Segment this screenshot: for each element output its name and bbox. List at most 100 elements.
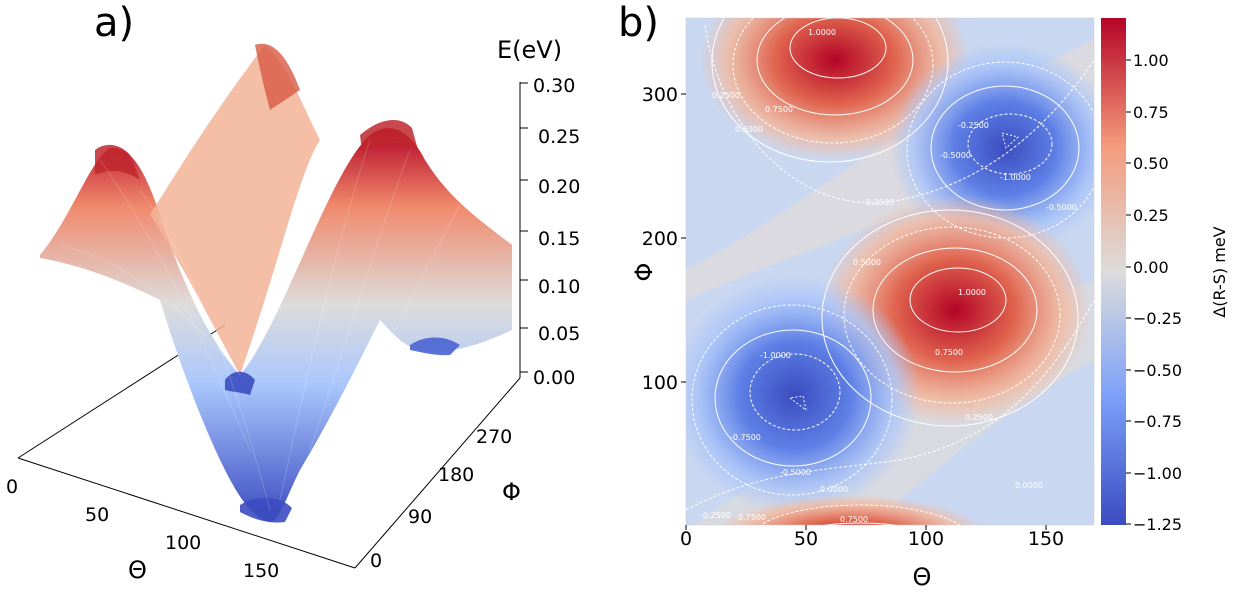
- contour-line: [714, 329, 872, 467]
- colorbar-tick-label: 0.00: [1133, 258, 1169, 277]
- surface-left-peak: [95, 144, 140, 180]
- z-tick-label: 0.30: [533, 75, 575, 97]
- colorbar-tick: 0.50: [1126, 154, 1169, 173]
- contour-label: 0.0000: [820, 485, 848, 494]
- contour-label: -0.7500: [730, 433, 761, 442]
- x-tick-label: 0: [680, 528, 692, 550]
- z-tick-label: 0.05: [538, 323, 580, 345]
- contour-line: [691, 304, 893, 496]
- y-axis-ticks: 100 200 300: [642, 84, 686, 394]
- colorbar-tick-label: −1.25: [1133, 515, 1182, 534]
- contour-line: [704, 24, 1094, 204]
- colorbar-tick-label: 0.25: [1133, 206, 1169, 225]
- contour-line: [732, 18, 934, 144]
- y-tick: 300: [642, 84, 686, 106]
- heatmap: 1.0000 0.7500 0.5000 0.2500 -0.2500 -1.0…: [686, 18, 1094, 525]
- contour-line: [822, 522, 898, 525]
- colorbar-tick: 0.25: [1126, 206, 1169, 225]
- x-tick: 0: [680, 525, 692, 550]
- theta-axis-ticks: 0 50 100 150: [6, 476, 279, 582]
- contour-line: [967, 113, 1053, 175]
- contour-line: [1001, 132, 1020, 149]
- z-tick-label: 0.00: [533, 367, 575, 389]
- surface-front-valley: [240, 497, 292, 523]
- theta-tick-label: 150: [243, 560, 279, 582]
- phi-tick-label: 270: [476, 426, 512, 448]
- panel-a: a) 0.30 0.2: [6, 0, 580, 584]
- contour-label: 0.0000: [1015, 481, 1043, 490]
- surface-mesh: [59, 139, 461, 511]
- colorbar-tick: −0.50: [1126, 361, 1182, 380]
- colorbar-tick: −0.75: [1126, 412, 1182, 431]
- contour-line: [756, 18, 914, 116]
- theta-tick-label: 100: [165, 532, 201, 554]
- contour-labels: 1.0000 0.7500 0.5000 0.2500 -0.2500 -1.0…: [700, 28, 1077, 524]
- x-tick: 150: [1028, 525, 1064, 550]
- contour-label: 0.7500: [935, 348, 963, 357]
- theta-tick-label: 0: [6, 476, 18, 498]
- x-tick-label: 100: [908, 528, 944, 550]
- heatmap-max: [718, 495, 982, 525]
- contour-label: -0.2500: [958, 121, 989, 130]
- contour-label: -0.2500: [700, 511, 731, 520]
- colorbar-tick: −1.00: [1126, 464, 1182, 483]
- heatmap-min: [686, 275, 920, 515]
- contour-line: [711, 18, 949, 163]
- contour-label: 0.7500: [840, 515, 868, 524]
- y-tick-label: 300: [642, 84, 678, 106]
- panel-b: b): [618, 0, 1229, 591]
- plot-frame: [685, 17, 1095, 526]
- contour-lines: [686, 18, 1094, 525]
- surface-right-valley: [410, 337, 460, 356]
- x-axis-label: Θ: [913, 563, 932, 591]
- z-tick: 0.20: [520, 176, 580, 198]
- surface-inner-valley: [225, 371, 255, 395]
- z-tick: 0.00: [520, 367, 575, 389]
- x-tick-label: 50: [794, 528, 818, 550]
- contour-line: [789, 18, 887, 79]
- y-tick-label: 200: [642, 228, 678, 250]
- colorbar-bar: [1101, 18, 1126, 525]
- contour-label: 0.7500: [765, 105, 793, 114]
- contour-label: 0.5000: [735, 125, 763, 134]
- panel-b-label: b): [618, 0, 659, 46]
- colorbar-tick-label: −0.25: [1133, 309, 1182, 328]
- contour-label: 0.7500: [738, 513, 766, 522]
- z-tick: 0.15: [520, 228, 580, 250]
- phi-axis-ticks: 0 90 180 270: [370, 426, 512, 572]
- z-tick-label: 0.15: [538, 228, 580, 250]
- phi-tick-label: 0: [370, 550, 382, 572]
- x-axis-ticks: 0 50 100 150: [680, 525, 1064, 550]
- contour-label: 0.2500: [712, 91, 740, 100]
- y-tick: 200: [642, 228, 686, 250]
- phi-axis-label: Φ: [502, 478, 521, 506]
- z-axis-ticks: 0.30 0.25 0.20 0.15 0.10 0.05 0.00: [520, 75, 580, 389]
- contour-label: -0.5000: [780, 468, 811, 477]
- x-tick: 50: [794, 525, 818, 550]
- theta-tick-label: 50: [85, 504, 109, 526]
- surface-back-peak: [255, 43, 300, 110]
- contour-line: [872, 247, 1038, 373]
- contour-line: [843, 226, 1061, 404]
- colorbar-tick-label: 0.50: [1133, 154, 1169, 173]
- colorbar: 1.00 0.75 0.50 0.25 0.00 −0.25 −0.50 −0.…: [1101, 18, 1229, 534]
- panel-a-label: a): [94, 0, 134, 46]
- contour-label: 1.0000: [808, 28, 836, 37]
- colorbar-tick: −0.25: [1126, 309, 1182, 328]
- colorbar-tick-label: −1.00: [1133, 464, 1182, 483]
- z-tick: 0.10: [520, 276, 580, 298]
- z-tick-label: 0.25: [538, 126, 580, 148]
- colorbar-tick: −1.25: [1126, 515, 1182, 534]
- contour-label: 0.2500: [866, 198, 894, 207]
- contour-line: [930, 85, 1080, 211]
- contour-line: [821, 209, 1079, 427]
- contour-line: [909, 267, 1007, 333]
- contour-label: 0.2500: [965, 413, 993, 422]
- contour-line: [686, 299, 1094, 511]
- contour-label: -0.5000: [940, 151, 971, 160]
- z-tick-label: 0.10: [538, 276, 580, 298]
- y-tick-label: 100: [642, 372, 678, 394]
- colorbar-label: Δ(R-S) meV: [1210, 226, 1229, 317]
- x-tick-label: 150: [1028, 528, 1064, 550]
